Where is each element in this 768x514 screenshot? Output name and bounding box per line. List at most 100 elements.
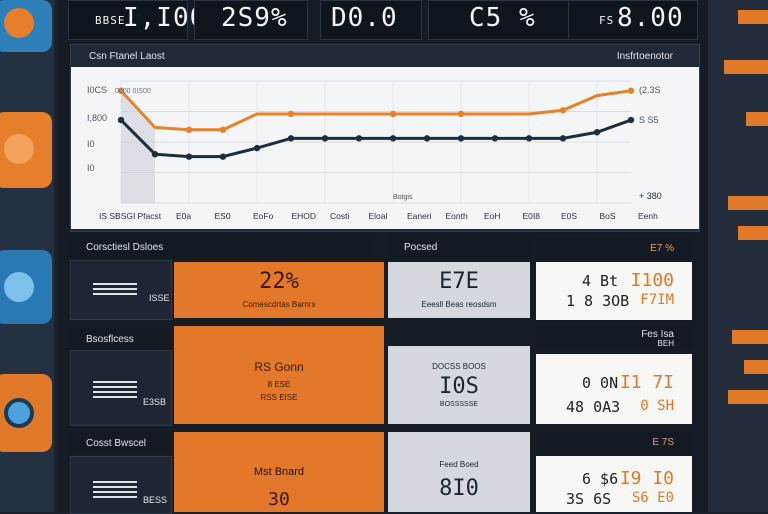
data-point (287, 135, 295, 142)
kpi-tile-5[interactable]: FS 8.00 (568, 0, 698, 40)
data-point (423, 135, 431, 142)
data-point (525, 135, 533, 142)
metric-caption: BOSSSSSE (439, 401, 479, 408)
data-point (185, 153, 193, 160)
data-point (287, 110, 295, 118)
data-point (355, 135, 363, 142)
data-point (627, 116, 635, 124)
chat-icon (4, 134, 34, 164)
kpi-caption: FS (599, 14, 615, 27)
metric-card-white-3[interactable]: 6 $6 3S 6S I9 I0 S6 E0 (536, 456, 692, 512)
metric-card-orange-3[interactable]: Mst Bnard 30 (174, 432, 384, 512)
row-label-3[interactable]: BESS (70, 456, 172, 514)
right-decor (708, 0, 768, 512)
data-point (117, 87, 125, 94)
metric-card-gray-1[interactable]: E7E Eeesll Beas reosdsm (388, 262, 530, 318)
metric-caption: Eeesll Beas reosdsm (421, 300, 497, 309)
data-point (151, 151, 159, 158)
metric-card-orange-2[interactable]: RS Gonn 8 ESE RSS EISE (174, 326, 384, 424)
section-header-mid: Pocsed (388, 236, 530, 258)
kpi-value: C5 % (469, 3, 536, 33)
kpi-caption: BBSE (95, 14, 126, 27)
decor-block (738, 10, 768, 24)
row-right-title: Fes Isa (641, 329, 674, 340)
metric-card-gray-2[interactable]: DOCSS BOOS I0S BOSSSSSE (388, 346, 530, 424)
metric-left-top: 6 $6 (582, 470, 619, 488)
metric-title: Mst Bnard (253, 466, 305, 478)
data-point (559, 135, 567, 142)
metric-caption: Comescdrtas Barnrs (242, 300, 316, 309)
data-point (253, 144, 261, 152)
list-lines-icon (93, 381, 137, 401)
y-tick-label: I0 (87, 163, 95, 173)
x-tick-label: Pfacst (138, 211, 162, 221)
row-header-2: Bsosflcess (70, 328, 170, 350)
row-label-1[interactable]: ISSE (70, 260, 172, 320)
app-tile-3[interactable] (0, 250, 52, 324)
kpi-value: I,I00 (123, 3, 207, 33)
series-line-2 (119, 118, 632, 159)
data-point (491, 135, 499, 142)
data-point (457, 110, 465, 118)
x-tick-label: ES0 (215, 211, 231, 221)
end-label: S S5 (639, 115, 659, 125)
kpi-value: D0.0 (331, 3, 398, 33)
metric-value: 8I0 (439, 476, 479, 501)
x-tick-label: BoS (600, 211, 616, 221)
metric-card-orange-1[interactable]: 22% Comescdrtas Barnrs (174, 262, 384, 318)
data-point (457, 135, 465, 142)
y-legend: 0000 0IS00 (115, 88, 151, 95)
row-right-title: E 7S (652, 437, 674, 448)
data-point (185, 126, 193, 133)
metric-left-bottom: 1 8 3OB (566, 292, 630, 310)
row-label-text: E3SB (143, 397, 167, 407)
row-label-text: BESS (143, 495, 168, 505)
x-tick-label: EoH (484, 211, 501, 221)
x-tick-label: EHOD (292, 211, 317, 221)
x-tick-label: Costi (330, 211, 349, 221)
row-label-2[interactable]: E3SB (70, 350, 172, 426)
row-header-2-right: Fes Isa BEH (536, 326, 692, 350)
line-chart: I0CS I,800 I0 I0 0000 0IS00 IS SBSGI Pfacst E0a… (87, 80, 662, 221)
metric-right-top: I100 (630, 270, 674, 291)
data-point (627, 87, 635, 94)
x-tick-label: Eaneri (407, 211, 432, 221)
metric-card-gray-3[interactable]: Feed Boed 8I0 (388, 432, 530, 512)
end-label: + 380 (639, 191, 662, 201)
metric-left-bottom: 48 0A3 (566, 398, 621, 416)
metric-right-bottom: S6 E0 (631, 490, 674, 506)
data-point (559, 107, 567, 114)
chart-header: Csn Ftanel Laost Insfrtoenotor (71, 45, 699, 67)
metric-card-white-1[interactable]: 4 Bt 1 8 3OB I100 F7IM (536, 262, 692, 320)
eye-icon (4, 398, 34, 428)
row-title: Cosst Bwscel (86, 438, 147, 449)
left-dock (0, 0, 54, 512)
x-tick-label: EoFo (253, 211, 274, 221)
decor-block (746, 112, 768, 126)
row-title: Bsosflcess (86, 334, 134, 345)
chart-right-label: Insfrtoenotor (616, 51, 673, 62)
chart-title: Csn Ftanel Laost (89, 51, 165, 62)
x-tick-label: IS SBSGI (99, 211, 135, 221)
mid-label: Botgis (393, 194, 413, 201)
metric-right-top: I9 I0 (619, 468, 674, 489)
metric-card-white-2[interactable]: 0 0N 48 0A3 I1 7I 0 SH (536, 354, 692, 424)
x-tick-label: E0S (561, 211, 577, 221)
app-tile-2[interactable] (0, 112, 52, 188)
app-tile-1[interactable] (0, 0, 52, 52)
metric-caption: Feed Boed (439, 460, 479, 469)
kpi-tile-3[interactable]: D0.0 (320, 0, 422, 40)
kpi-tile-1[interactable]: BBSE I,I00 (68, 0, 205, 40)
section-header-right: E7 % (536, 238, 692, 258)
metric-left-top: 4 Bt (582, 272, 619, 290)
kpi-tile-2[interactable]: 2S9% (194, 0, 308, 40)
y-tick-label: I0CS (87, 85, 107, 95)
kpi-tile-4[interactable]: C5 % (428, 0, 570, 40)
app-icon (4, 8, 34, 38)
metric-value: RS Gonn (254, 360, 304, 374)
metric-right-bottom: F7IM (640, 292, 674, 308)
section-header-left: Corsctiesl Dsloes (70, 236, 370, 258)
app-tile-4[interactable] (0, 374, 52, 452)
data-point (219, 153, 227, 160)
metric-caption-2: RSS EISE (260, 393, 298, 402)
